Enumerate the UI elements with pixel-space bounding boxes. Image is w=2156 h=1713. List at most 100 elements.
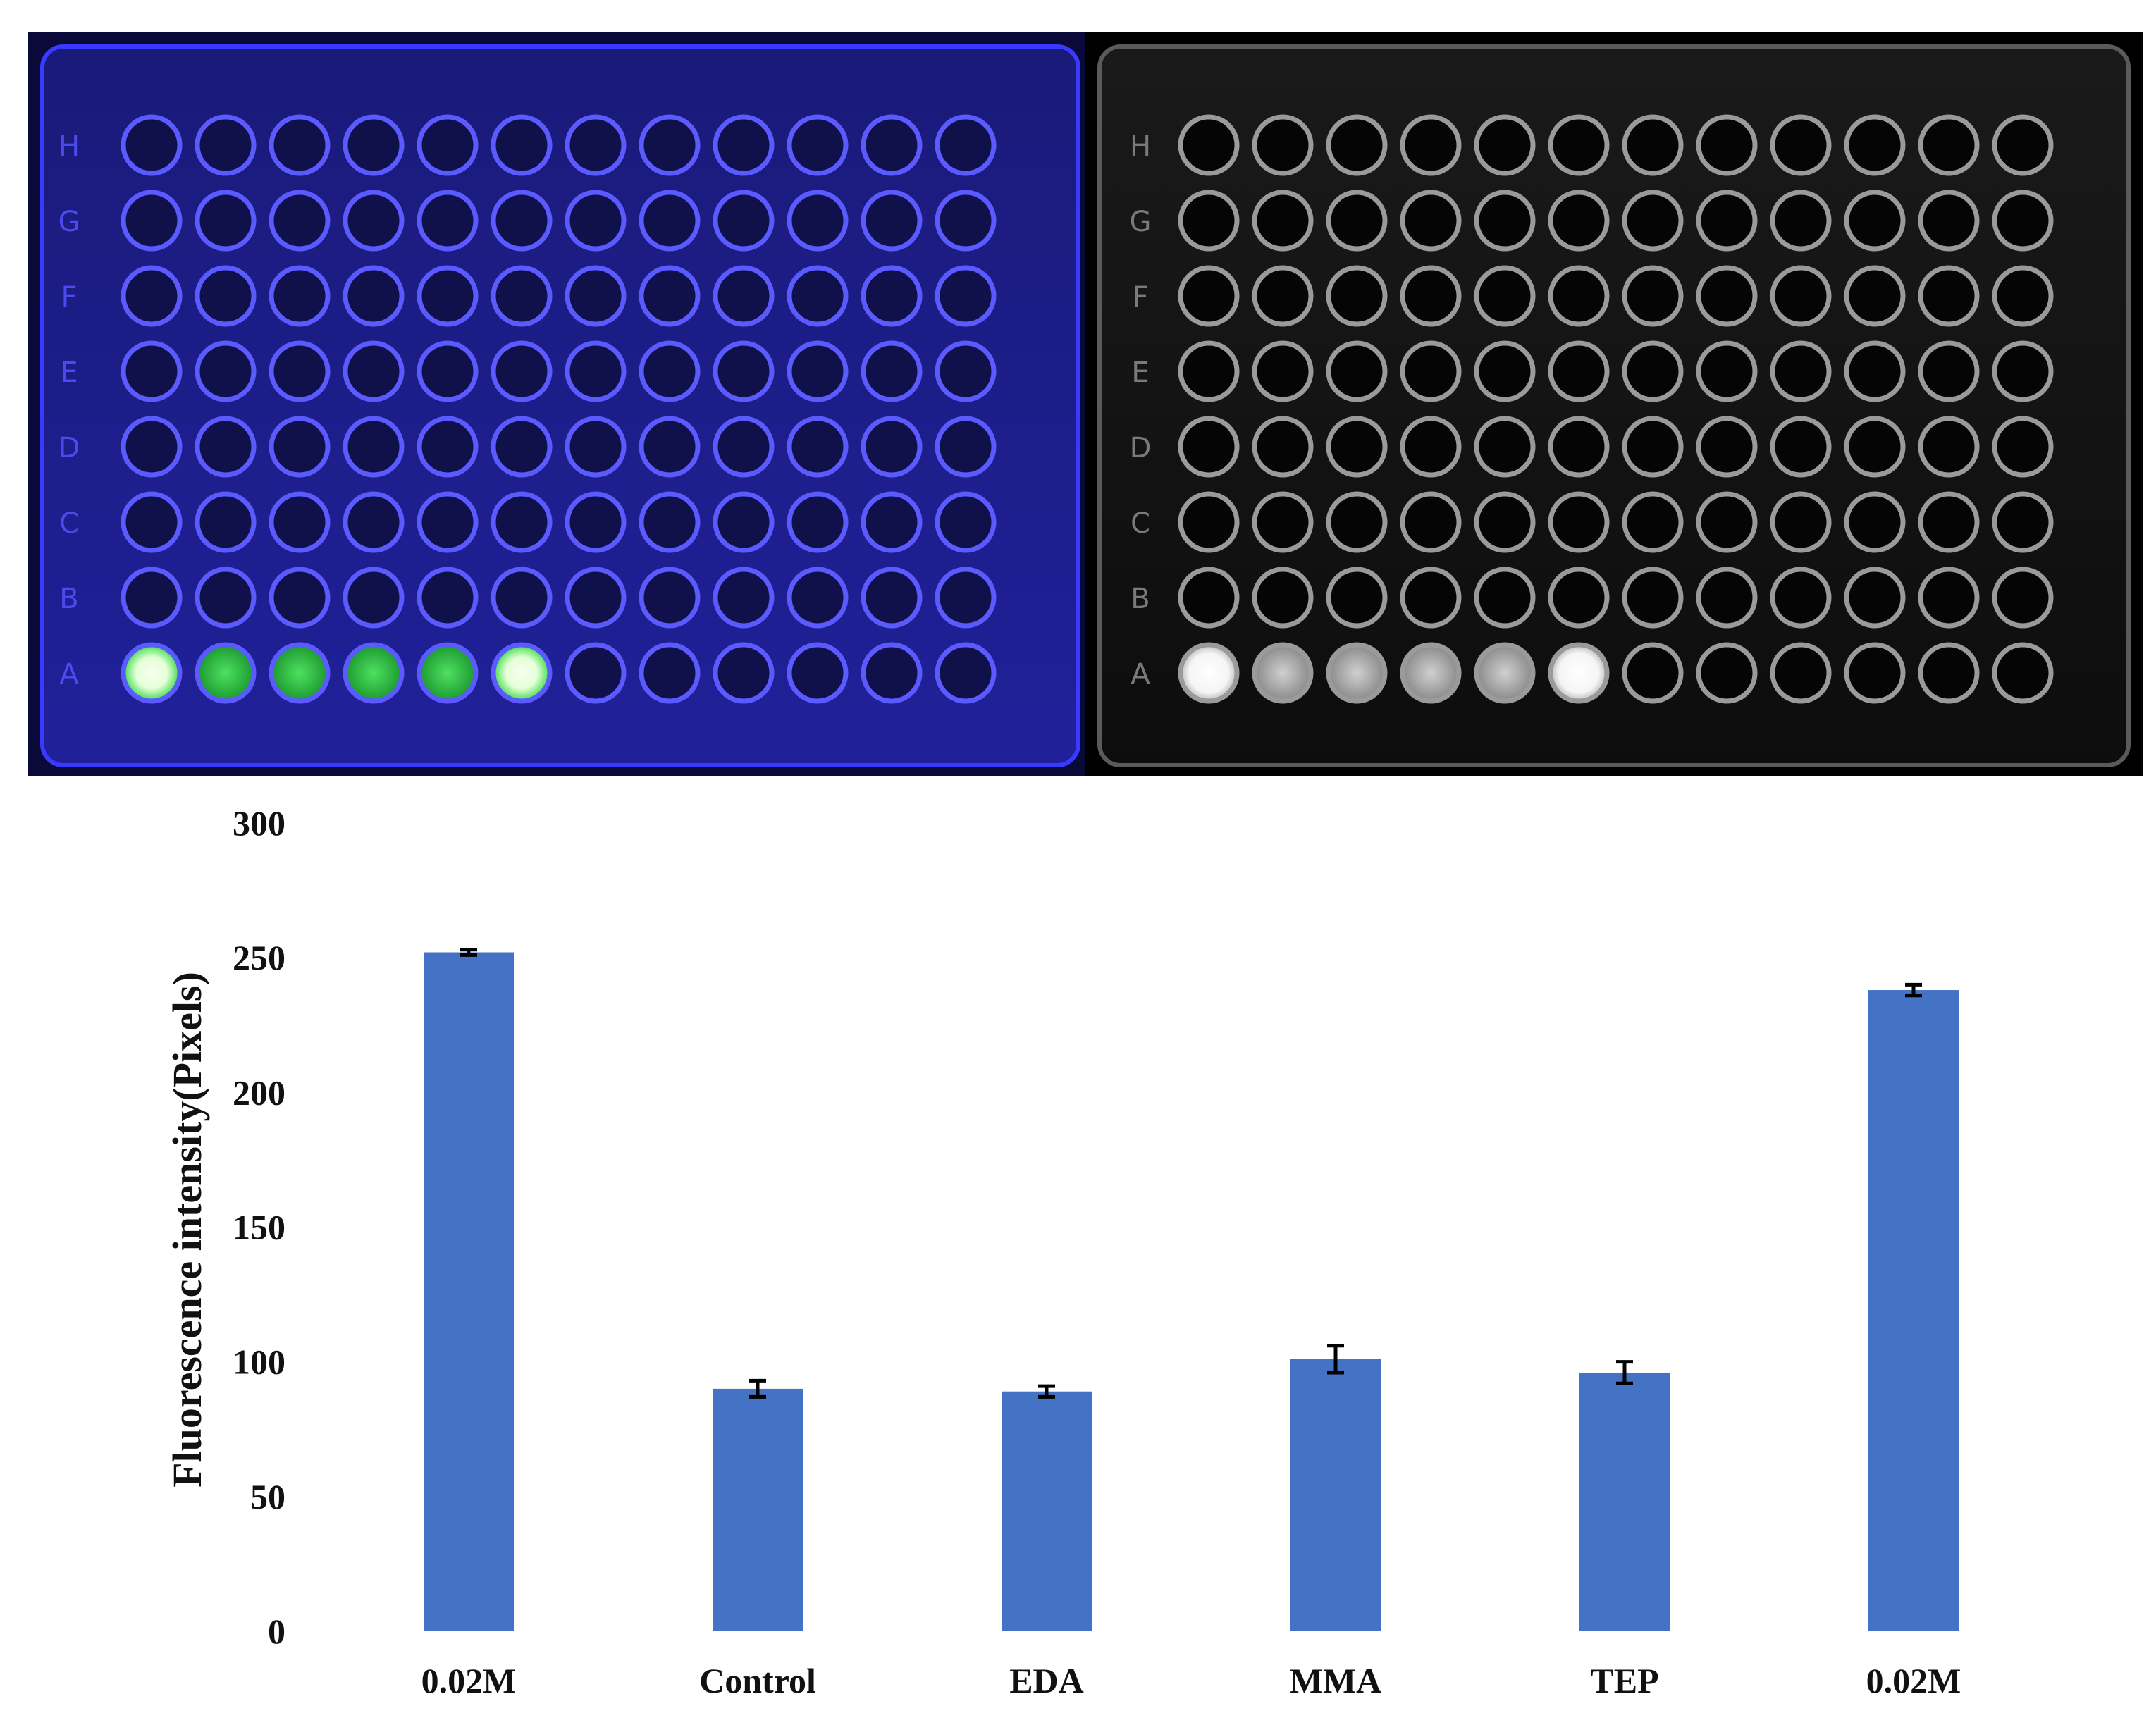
row-label: A xyxy=(59,658,79,691)
well xyxy=(417,567,479,629)
bar xyxy=(1002,1391,1092,1631)
row-label: D xyxy=(58,432,80,464)
well xyxy=(1178,491,1240,553)
well xyxy=(1918,340,1980,402)
well xyxy=(935,190,997,252)
well xyxy=(1770,265,1832,327)
error-bar xyxy=(749,1378,766,1399)
well xyxy=(861,567,923,629)
bar xyxy=(1868,990,1959,1631)
well xyxy=(1770,340,1832,402)
well xyxy=(1696,265,1758,327)
y-tick-label: 250 xyxy=(233,938,285,977)
well xyxy=(1770,190,1832,252)
well xyxy=(861,114,923,176)
row-label: H xyxy=(1130,130,1151,163)
well xyxy=(935,114,997,176)
well xyxy=(1696,567,1758,629)
well xyxy=(935,416,997,478)
well xyxy=(195,114,257,176)
well xyxy=(195,642,257,704)
well xyxy=(1696,114,1758,176)
well xyxy=(565,642,627,704)
well xyxy=(269,491,331,553)
well xyxy=(1992,190,2054,252)
row-label: G xyxy=(58,206,80,238)
well xyxy=(1992,642,2054,704)
well xyxy=(565,567,627,629)
well xyxy=(861,491,923,553)
well xyxy=(787,491,849,553)
row-label: C xyxy=(1131,507,1150,540)
well xyxy=(121,114,183,176)
well xyxy=(1696,190,1758,252)
well xyxy=(861,265,923,327)
well xyxy=(491,642,553,704)
well xyxy=(417,416,479,478)
row-label: C xyxy=(59,507,79,540)
row-label: H xyxy=(58,130,80,163)
well xyxy=(787,340,849,402)
well xyxy=(1548,265,1610,327)
well xyxy=(1474,642,1536,704)
well xyxy=(935,265,997,327)
well xyxy=(1548,642,1610,704)
well xyxy=(417,190,479,252)
well xyxy=(1992,567,2054,629)
well xyxy=(1696,491,1758,553)
bar xyxy=(713,1388,803,1631)
well xyxy=(1474,190,1536,252)
well xyxy=(417,114,479,176)
error-bars xyxy=(460,948,1922,1399)
well xyxy=(417,642,479,704)
well xyxy=(195,567,257,629)
well xyxy=(1992,265,2054,327)
well xyxy=(1400,567,1462,629)
y-axis-ticks: 0 50 100 150 200 250 300 xyxy=(233,803,285,1651)
error-bar xyxy=(1327,1344,1344,1375)
well xyxy=(1622,114,1684,176)
well xyxy=(269,190,331,252)
well xyxy=(491,416,553,478)
y-tick-label: 300 xyxy=(233,803,285,843)
well xyxy=(1252,642,1314,704)
well xyxy=(1178,567,1240,629)
well xyxy=(269,114,331,176)
well xyxy=(1474,340,1536,402)
well xyxy=(343,567,405,629)
well xyxy=(1622,340,1684,402)
well xyxy=(417,265,479,327)
well xyxy=(1474,567,1536,629)
well xyxy=(639,416,701,478)
well xyxy=(1400,190,1462,252)
well xyxy=(639,642,701,704)
well xyxy=(1918,567,1980,629)
well xyxy=(1622,642,1684,704)
grey-plate-wells xyxy=(1178,114,2054,704)
well xyxy=(1252,567,1314,629)
row-label: F xyxy=(1132,281,1148,314)
well xyxy=(1622,190,1684,252)
well xyxy=(713,190,775,252)
well xyxy=(1400,265,1462,327)
well xyxy=(1992,114,2054,176)
well xyxy=(1548,340,1610,402)
well xyxy=(121,491,183,553)
x-category-label: MMA xyxy=(1290,1661,1382,1700)
well xyxy=(787,190,849,252)
well xyxy=(639,114,701,176)
error-bar xyxy=(1905,982,1922,998)
y-tick-label: 100 xyxy=(233,1342,285,1382)
well xyxy=(1400,114,1462,176)
y-tick-label: 150 xyxy=(233,1208,285,1247)
y-tick-label: 200 xyxy=(233,1072,285,1112)
well xyxy=(713,416,775,478)
well xyxy=(1474,416,1536,478)
well xyxy=(1918,491,1980,553)
well xyxy=(491,190,553,252)
well xyxy=(1918,114,1980,176)
well xyxy=(1992,491,2054,553)
well xyxy=(491,567,553,629)
well xyxy=(1548,190,1610,252)
well xyxy=(1400,491,1462,553)
